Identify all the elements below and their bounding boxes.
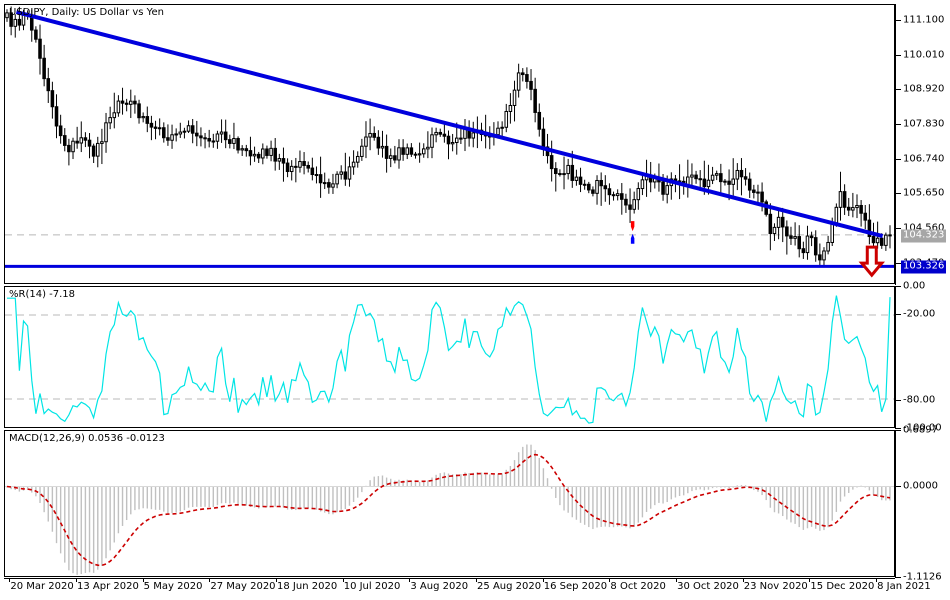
- percent-r-plot[interactable]: [5, 287, 894, 427]
- percent-r-panel[interactable]: %R(14) -7.18: [4, 286, 895, 428]
- macd-label: MACD(12,26,9) 0.0536 -0.0123: [9, 433, 165, 444]
- date-tick: [609, 578, 611, 582]
- price-tick: [895, 123, 901, 125]
- macd-svg: [5, 444, 894, 575]
- macd-tick-label: 0.6897: [903, 424, 938, 436]
- price-chart-svg: [5, 6, 894, 278]
- macd-tick-label: 0.0000: [903, 480, 938, 492]
- date-tick: [142, 578, 144, 582]
- axis-rule-price: [895, 4, 896, 285]
- percent-r-tick-label: 0.00: [903, 280, 926, 292]
- axis-rule-wpr: [895, 286, 896, 429]
- price-tick: [895, 54, 901, 56]
- percent-r-tick: [895, 399, 901, 401]
- macd-tick: [895, 430, 901, 431]
- macd-plot[interactable]: [5, 431, 894, 576]
- date-tick-label: 8 Oct 2020: [610, 581, 666, 592]
- percent-r-svg: [5, 295, 894, 424]
- price-tick-label: 106.740: [903, 153, 945, 165]
- date-tick-label: 25 Aug 2020: [477, 581, 542, 592]
- price-panel-label: USDJPY, Daily: US Dollar vs Yen: [9, 7, 164, 18]
- date-tick: [676, 578, 678, 582]
- date-tick: [742, 578, 744, 582]
- last-price-tag: 104.323: [901, 229, 947, 243]
- date-tick: [76, 578, 77, 582]
- price-tick: [895, 19, 901, 21]
- price-tick-label: 104.560: [903, 222, 945, 234]
- price-tick: [895, 262, 901, 264]
- date-tick-label: 27 May 2020: [210, 581, 276, 592]
- date-tick: [9, 578, 11, 582]
- date-tick: [876, 578, 878, 582]
- macd-tick: [895, 577, 901, 578]
- date-tick: [542, 578, 544, 582]
- price-tick-label: 110.010: [903, 49, 945, 61]
- percent-r-tick-label: -80.00: [903, 394, 936, 406]
- date-tick: [209, 578, 211, 582]
- percent-r-tick: [895, 428, 901, 429]
- date-tick-label: 18 Jun 2020: [277, 581, 338, 592]
- percent-r-tick-label: -100.00: [903, 422, 942, 434]
- date-tick: [809, 578, 811, 582]
- price-tick-label: 111.100: [903, 14, 945, 26]
- support-price-tag: 103.326: [901, 260, 947, 274]
- price-panel[interactable]: USDJPY, Daily: US Dollar vs Yen: [4, 4, 895, 284]
- price-plot[interactable]: [5, 5, 894, 283]
- axis-rule-macd: [895, 430, 896, 578]
- price-tick-label: 108.920: [903, 83, 945, 95]
- date-axis-line: [4, 578, 895, 579]
- date-tick: [476, 578, 478, 582]
- price-scale[interactable]: 111.100 110.010 108.920 107.830 106.740 105.6…: [895, 4, 950, 583]
- price-tick: [895, 158, 901, 160]
- date-tick-label: 5 May 2020: [143, 581, 203, 592]
- percent-r-tick: [895, 314, 901, 316]
- date-tick: [276, 578, 278, 582]
- price-tick: [895, 228, 901, 229]
- date-axis[interactable]: 20 Mar 2020 13 Apr 2020 5 May 2020 27 May 2…: [0, 578, 950, 600]
- date-tick: [342, 578, 344, 582]
- price-tick: [895, 193, 901, 195]
- price-tick-label: 107.830: [903, 118, 945, 130]
- macd-tick-label: -1.1126: [903, 571, 942, 583]
- macd-tick: [895, 486, 901, 488]
- percent-r-tick: [895, 286, 901, 287]
- date-tick-label: 15 Dec 2020: [810, 581, 875, 592]
- date-tick-label: 3 Aug 2020: [410, 581, 469, 592]
- date-tick-label: 13 Apr 2020: [77, 581, 139, 592]
- date-tick-label: 20 Mar 2020: [10, 581, 74, 592]
- date-tick: [409, 578, 411, 582]
- date-tick-label: 10 Jul 2020: [343, 581, 401, 592]
- date-tick-label: 16 Sep 2020: [543, 581, 608, 592]
- price-tick: [895, 89, 901, 91]
- date-tick-label: 30 Oct 2020: [677, 581, 739, 592]
- percent-r-label: %R(14) -7.18: [9, 289, 76, 300]
- date-tick-label: 23 Nov 2020: [743, 581, 808, 592]
- percent-r-tick-label: -20.00: [903, 308, 936, 320]
- price-tick-label: 105.650: [903, 187, 945, 199]
- macd-panel[interactable]: MACD(12,26,9) 0.0536 -0.0123: [4, 430, 895, 577]
- date-tick-label: 8 Jan 2021: [877, 581, 931, 592]
